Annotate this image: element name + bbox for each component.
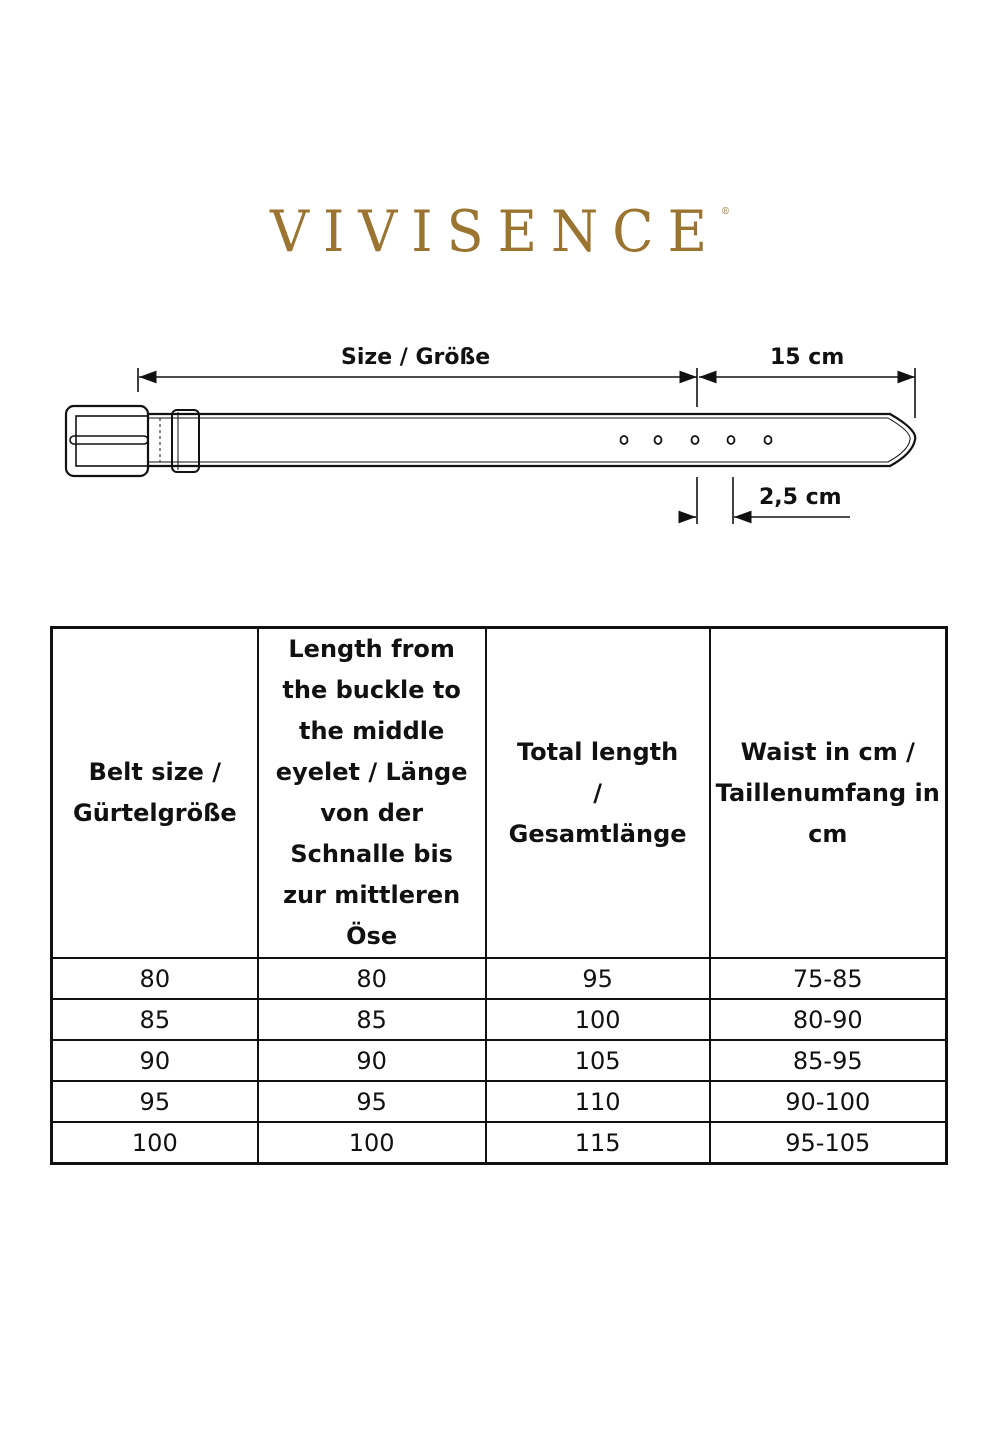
- cell: 95: [256, 1080, 487, 1123]
- eyelet: [763, 435, 773, 445]
- cell: 100: [50, 1121, 259, 1165]
- buckle-inner-frame: [75, 415, 149, 467]
- cell: 95: [484, 957, 711, 1000]
- logo-text: VIVISENCE: [269, 198, 722, 265]
- cell: 85: [256, 998, 487, 1041]
- cell: 105: [484, 1039, 711, 1082]
- size-label: Size / Größe: [341, 345, 491, 370]
- buckle-prong: [69, 435, 149, 445]
- cell: 90-100: [708, 1080, 948, 1123]
- size-table: Belt size / Gürtelgröße Length from the …: [50, 626, 948, 1165]
- header-length-to-middle-eyelet: Length from the buckle to the middle eye…: [256, 626, 487, 959]
- cell: 95: [50, 1080, 259, 1123]
- cell: 85: [50, 998, 259, 1041]
- cell: 90: [256, 1039, 487, 1082]
- cell: 100: [256, 1121, 487, 1165]
- header-waist: Waist in cm / Taillenumfang in cm: [708, 626, 948, 959]
- belt-strap-stitching: [148, 417, 911, 463]
- table-row: 80 80 95 75-85: [50, 957, 948, 1000]
- eyelet: [619, 435, 629, 445]
- cell: 115: [484, 1121, 711, 1165]
- table-row: 95 95 110 90-100: [50, 1080, 948, 1123]
- cell: 75-85: [708, 957, 948, 1000]
- cell: 85-95: [708, 1039, 948, 1082]
- eyelet: [653, 435, 663, 445]
- table-row: 90 90 105 85-95: [50, 1039, 948, 1082]
- belt-strap: [148, 412, 917, 468]
- table-header-row: Belt size / Gürtelgröße Length from the …: [50, 626, 948, 959]
- table-row: 100 100 115 95-105: [50, 1121, 948, 1165]
- belt-diagram: [64, 368, 917, 524]
- eyelets: [619, 435, 773, 445]
- brand-logo: VIVISENCE®: [0, 198, 1000, 264]
- cell: 90: [50, 1039, 259, 1082]
- width-label: 2,5 cm: [759, 485, 842, 510]
- cell: 95-105: [708, 1121, 948, 1165]
- cell: 80: [256, 957, 487, 1000]
- cell: 100: [484, 998, 711, 1041]
- registered-mark: ®: [721, 206, 731, 218]
- cell: 110: [484, 1080, 711, 1123]
- eyelet: [726, 435, 736, 445]
- header-total-length: Total length / Gesamtlänge: [484, 626, 711, 959]
- cell: 80-90: [708, 998, 948, 1041]
- header-belt-size: Belt size / Gürtelgröße: [50, 626, 259, 959]
- belt-loop: [171, 409, 200, 473]
- table-row: 85 85 100 80-90: [50, 998, 948, 1041]
- cell: 80: [50, 957, 259, 1000]
- tip-length-label: 15 cm: [770, 345, 845, 370]
- eyelet: [690, 435, 700, 445]
